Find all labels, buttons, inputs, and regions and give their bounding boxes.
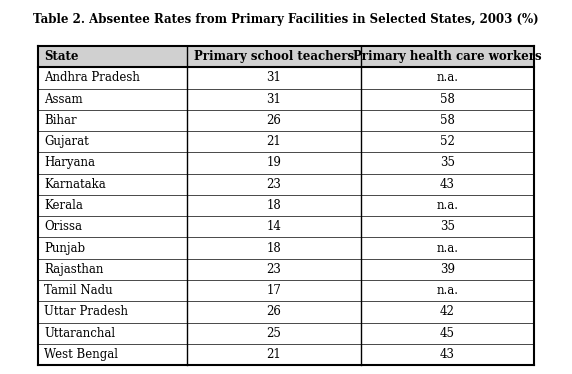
Text: West Bengal: West Bengal	[44, 348, 118, 361]
Text: 31: 31	[266, 93, 281, 105]
Text: 43: 43	[440, 348, 455, 361]
Text: 21: 21	[266, 348, 281, 361]
Text: Orissa: Orissa	[44, 220, 82, 233]
Text: Tamil Nadu: Tamil Nadu	[44, 284, 113, 297]
Text: 35: 35	[440, 220, 455, 233]
Text: Rajasthan: Rajasthan	[44, 263, 104, 276]
Text: 45: 45	[440, 327, 455, 340]
Text: n.a.: n.a.	[436, 199, 458, 212]
Text: 23: 23	[266, 178, 281, 191]
Text: Assam: Assam	[44, 93, 83, 105]
Text: 19: 19	[266, 156, 281, 169]
Text: n.a.: n.a.	[436, 71, 458, 85]
Text: 58: 58	[440, 93, 455, 105]
Text: Kerala: Kerala	[44, 199, 83, 212]
Text: 31: 31	[266, 71, 281, 85]
Text: 35: 35	[440, 156, 455, 169]
Text: Uttar Pradesh: Uttar Pradesh	[44, 306, 128, 319]
Text: 25: 25	[266, 327, 281, 340]
Text: 58: 58	[440, 114, 455, 127]
Text: Bihar: Bihar	[44, 114, 77, 127]
Text: 18: 18	[266, 242, 281, 255]
Text: Primary school teachers: Primary school teachers	[193, 50, 353, 63]
Text: Andhra Pradesh: Andhra Pradesh	[44, 71, 140, 85]
Text: 17: 17	[266, 284, 281, 297]
Text: Table 2. Absentee Rates from Primary Facilities in Selected States, 2003 (%): Table 2. Absentee Rates from Primary Fac…	[33, 12, 539, 25]
Text: Uttaranchal: Uttaranchal	[44, 327, 116, 340]
Text: n.a.: n.a.	[436, 284, 458, 297]
Text: Primary health care workers: Primary health care workers	[353, 50, 542, 63]
Text: 23: 23	[266, 263, 281, 276]
Text: 14: 14	[266, 220, 281, 233]
Text: 26: 26	[266, 306, 281, 319]
Text: Gujarat: Gujarat	[44, 135, 89, 148]
Text: 18: 18	[266, 199, 281, 212]
Text: 42: 42	[440, 306, 455, 319]
Text: 43: 43	[440, 178, 455, 191]
Text: State: State	[44, 50, 79, 63]
Text: Haryana: Haryana	[44, 156, 95, 169]
Bar	[38, 46, 534, 67]
Text: 39: 39	[440, 263, 455, 276]
Text: 52: 52	[440, 135, 455, 148]
Text: 21: 21	[266, 135, 281, 148]
Text: Karnataka: Karnataka	[44, 178, 106, 191]
Text: Punjab: Punjab	[44, 242, 85, 255]
Text: 26: 26	[266, 114, 281, 127]
Text: n.a.: n.a.	[436, 242, 458, 255]
